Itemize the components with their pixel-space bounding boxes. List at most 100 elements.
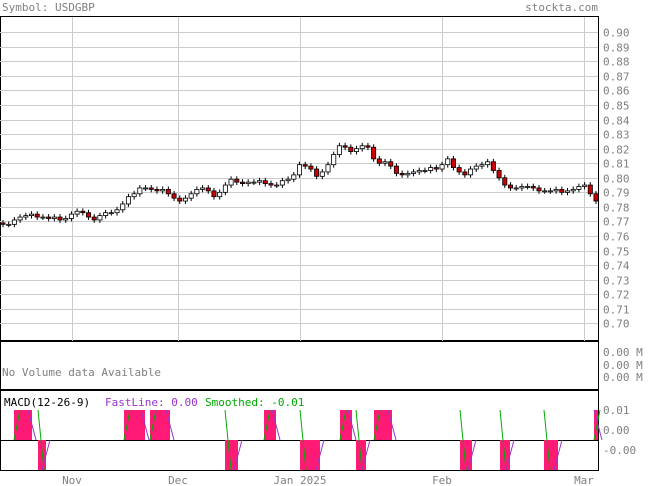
candle [411, 169, 417, 177]
candle [547, 187, 553, 194]
candle [342, 142, 348, 151]
macd-title: MACD(12-26-9) [4, 396, 90, 409]
candle [450, 155, 456, 171]
price-tick-label: 0.83 [603, 129, 630, 142]
candle [143, 185, 149, 191]
macd-fast-line [233, 439, 243, 471]
candle [365, 142, 371, 151]
macd-smoothed-line [459, 409, 467, 471]
candle [268, 180, 274, 188]
candle [479, 161, 485, 170]
candle [23, 212, 29, 220]
candle [456, 164, 462, 175]
candle [473, 163, 479, 172]
candle [359, 142, 365, 152]
candle [51, 214, 57, 222]
macd-smoothed-line [499, 409, 507, 471]
macd-smoothed-line [224, 409, 232, 471]
candle [91, 214, 97, 223]
macd-fast-line [165, 409, 175, 441]
macd-fast-line [271, 409, 281, 441]
macd-fast-line [361, 439, 371, 471]
candle [234, 176, 240, 186]
candle [131, 190, 137, 200]
candle [46, 214, 52, 222]
price-tick-label: 0.87 [603, 71, 630, 84]
candle [279, 177, 285, 188]
candle [302, 161, 308, 170]
candle [348, 144, 354, 155]
candle [376, 155, 382, 167]
candle [262, 177, 268, 187]
candle [245, 179, 251, 187]
macd-smoothed-line [355, 409, 363, 471]
candle [285, 176, 291, 184]
candle [177, 195, 183, 204]
macd-fast-line [553, 439, 563, 471]
x-tick-label: Jan 2025 [274, 474, 327, 486]
candle [80, 208, 86, 216]
candle [165, 186, 171, 197]
candle [114, 206, 120, 216]
candle [11, 217, 17, 228]
macd-fast-line [347, 409, 357, 441]
candle [559, 186, 565, 196]
candle [137, 185, 143, 197]
macd-fast-line [315, 439, 325, 471]
macd-smoothed-line [149, 409, 157, 441]
candle [160, 186, 166, 194]
macd-histogram-bar [340, 410, 352, 440]
candle [382, 158, 388, 167]
candle [445, 155, 451, 168]
candle [239, 179, 245, 187]
candle [462, 169, 468, 178]
candle [68, 211, 74, 222]
candle [513, 185, 519, 191]
macd-histogram-bar [264, 410, 276, 440]
candle [251, 179, 257, 186]
candle [422, 167, 428, 174]
macd-histogram-bar [594, 410, 598, 440]
candle [188, 190, 194, 202]
candle [257, 177, 263, 186]
candle [34, 211, 40, 220]
x-tick-label: Feb [432, 474, 452, 486]
x-tick-label: Nov [62, 474, 82, 486]
candle [29, 211, 35, 219]
price-tick-label: 0.79 [603, 187, 630, 200]
candle [103, 209, 109, 219]
candle [40, 214, 46, 220]
candle [274, 182, 280, 188]
macd-histogram-bar [544, 440, 558, 470]
macd-smoothed-line [263, 409, 271, 441]
volume-tick: 0.00 M [603, 359, 643, 372]
macd-fast-line [505, 439, 515, 471]
macd-histogram-bar [460, 440, 472, 470]
price-tick-label: 0.73 [603, 275, 630, 288]
candle [582, 182, 588, 190]
price-tick-label: 0.71 [603, 304, 630, 317]
macd-smoothed-line [373, 409, 381, 441]
macd-smoothed-line [339, 409, 347, 441]
price-tick-label: 0.77 [603, 216, 630, 229]
candle [228, 176, 234, 188]
price-tick-label: 0.72 [603, 289, 630, 302]
candle [222, 182, 228, 196]
candle [405, 170, 411, 178]
macd-smoothed-line [123, 409, 131, 441]
candle [564, 187, 570, 196]
macd-tick: -0.00 [603, 444, 636, 457]
candle [0, 219, 6, 228]
candle [354, 145, 360, 155]
macd-fast-line [593, 409, 603, 441]
candle [125, 193, 131, 207]
price-tick-label: 0.89 [603, 42, 630, 55]
macd-tick: 0.01 [603, 404, 630, 417]
candle [314, 166, 320, 180]
volume-tick: 0.00 M [603, 371, 643, 384]
macd-smoothed-line [13, 409, 21, 441]
macd-fast-line [387, 409, 397, 441]
candle [496, 167, 502, 181]
macd-smoothed-label: Smoothed: -0.01 [205, 396, 304, 409]
symbol-label: Symbol: USDGBP [2, 1, 95, 14]
